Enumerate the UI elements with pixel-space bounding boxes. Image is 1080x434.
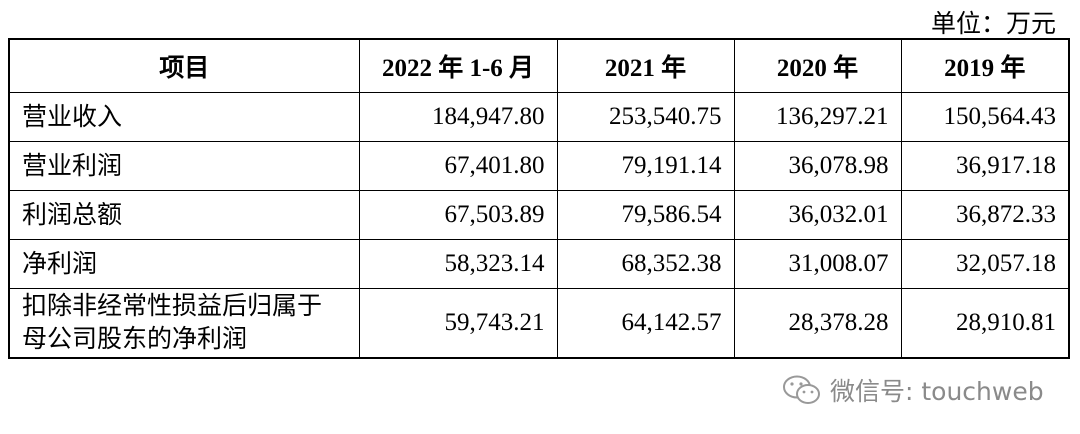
row-label: 净利润 — [8, 239, 360, 289]
cell: 36,078.98 — [733, 141, 902, 191]
cell: 67,401.80 — [358, 141, 558, 191]
header-cell: 2019 年 — [900, 38, 1070, 93]
cell: 79,586.54 — [556, 190, 735, 240]
table-row: 扣除非经常性损益后归属于母公司股东的净利润 59,743.21 64,142.57 2… — [8, 288, 1070, 359]
header-row: 项目 2022 年 1-6 月 2021 年 2020 年 2019 年 — [8, 38, 1070, 93]
unit-label: 单位：万元 — [930, 11, 1056, 38]
cell: 67,503.89 — [358, 190, 558, 240]
cell: 32,057.18 — [900, 239, 1070, 289]
cell: 28,910.81 — [900, 288, 1070, 359]
cell: 36,917.18 — [900, 141, 1070, 191]
cell: 79,191.14 — [556, 141, 735, 191]
cell: 64,142.57 — [556, 288, 735, 359]
cell: 184,947.80 — [358, 92, 558, 142]
cell: 253,540.75 — [556, 92, 735, 142]
watermark: 微信号: touchweb — [782, 372, 1044, 408]
row-label: 利润总额 — [8, 190, 360, 240]
wechat-icon — [783, 375, 820, 404]
cell: 58,323.14 — [358, 239, 558, 289]
cell: 68,352.38 — [556, 239, 735, 289]
cell: 28,378.28 — [733, 288, 902, 359]
table-row: 营业收入 184,947.80 253,540.75 136,297.21 150,56… — [8, 92, 1070, 142]
cell: 36,872.33 — [900, 190, 1070, 240]
header-cell: 2021 年 — [556, 38, 735, 93]
table-row: 净利润 58,323.14 68,352.38 31,008.07 32,057.18 — [8, 239, 1070, 289]
cell: 150,564.43 — [900, 92, 1070, 142]
watermark-text: 微信号: touchweb — [830, 377, 1044, 406]
row-label: 营业利润 — [8, 141, 360, 191]
header-cell: 项目 — [8, 38, 360, 93]
table-row: 营业利润 67,401.80 79,191.14 36,078.98 36,917.18 — [8, 141, 1070, 191]
cell: 136,297.21 — [733, 92, 902, 142]
row-label: 营业收入 — [8, 92, 360, 142]
data-table: 项目 2022 年 1-6 月 2021 年 2020 年 2019 年 营业收入 184… — [8, 38, 1070, 359]
cell: 59,743.21 — [358, 288, 558, 359]
row-label: 扣除非经常性损益后归属于母公司股东的净利润 — [8, 288, 360, 359]
header-cell: 2020 年 — [733, 38, 902, 93]
header-cell: 2022 年 1-6 月 — [358, 38, 558, 93]
table-row: 利润总额 67,503.89 79,586.54 36,032.01 36,872.33 — [8, 190, 1070, 240]
cell: 36,032.01 — [733, 190, 902, 240]
cell: 31,008.07 — [733, 239, 902, 289]
